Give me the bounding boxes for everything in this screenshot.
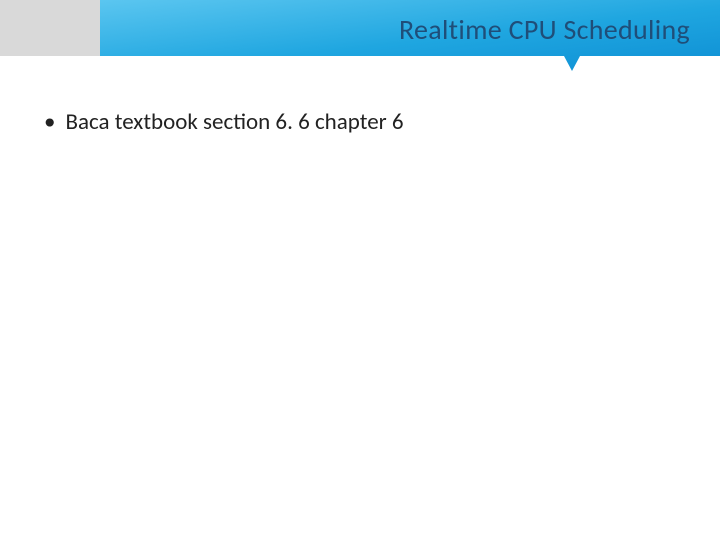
bullet-item: • Baca textbook section 6. 6 chapter 6	[40, 108, 680, 138]
slide-title: Realtime CPU Scheduling	[399, 12, 690, 47]
header-grey-box	[0, 0, 100, 56]
bullet-dot: •	[44, 108, 55, 138]
slide-body: • Baca textbook section 6. 6 chapter 6	[40, 108, 680, 138]
slide-header: Realtime CPU Scheduling	[0, 0, 720, 75]
bullet-text: Baca textbook section 6. 6 chapter 6	[65, 108, 403, 138]
